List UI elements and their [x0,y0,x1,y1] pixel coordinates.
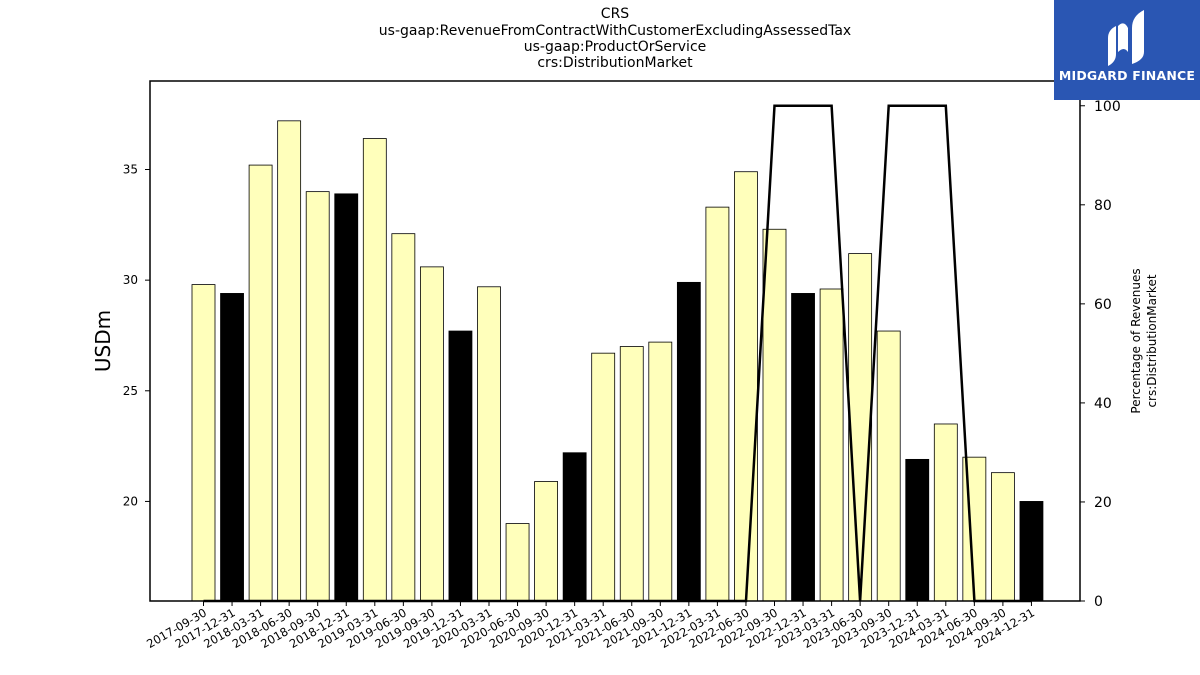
bar-2018-12-31 [334,193,359,602]
bar-2022-03-31 [705,206,730,602]
bar-2020-03-31 [477,286,501,602]
bar-2020-12-31 [562,452,587,602]
bar-2018-09-30 [305,191,330,602]
bar-2021-03-31 [591,352,616,602]
bar-2018-06-30 [277,120,302,602]
y-tick-label-35: 35 [123,163,138,177]
bar-2021-09-30 [648,341,673,602]
chart-title-line-3: us-gaap:ProductOrService [523,39,707,55]
bar-2019-06-30 [391,233,416,602]
bar-2021-12-31 [676,281,701,602]
chart-title-line-4: crs:DistributionMarket [537,55,693,71]
bar-2019-12-31 [448,330,473,602]
bar-2020-09-30 [534,481,558,602]
y-axis: 20 25 30 35 [123,163,150,508]
bar-2020-06-30 [505,523,530,602]
bar-2023-03-31 [819,288,844,602]
bars-layer [191,120,1044,602]
chart-title-line-1: CRS [600,6,630,22]
bar-2024-12-31 [1019,501,1044,602]
y-axis-label: USDm [91,310,115,372]
y2-axis: 0 20 40 60 80 100 [1080,99,1121,610]
chart-title-line-2: us-gaap:RevenueFromContractWithCustomerE… [378,23,852,39]
y2-axis-label-line-1: Percentage of Revenues [1129,268,1143,413]
bar-2023-06-30 [848,253,873,602]
bar-2022-09-30 [762,228,787,602]
bar-2023-12-31 [905,458,930,602]
x-axis: 2017-09-302017-12-312018-03-312018-06-30… [144,601,1037,651]
brand-logo: MIDGARD FINANCE [1054,0,1200,100]
y2-axis-label-line-2: crs:DistributionMarket [1145,274,1159,407]
bar-2017-12-31 [220,293,244,602]
y2-tick-label-100: 100 [1094,99,1121,115]
y-tick-label-20: 20 [123,494,138,508]
y2-tick-label-20: 20 [1094,495,1112,511]
bar-2019-03-31 [362,138,387,602]
y2-tick-label-0: 0 [1094,594,1103,610]
bar-2018-03-31 [248,164,273,602]
bar-2024-03-31 [933,423,958,602]
bar-2019-09-30 [419,266,444,602]
plot-frame [149,80,1081,602]
y2-tick-label-80: 80 [1094,198,1112,214]
bar-2022-06-30 [734,171,758,602]
bar-2017-09-30 [191,284,216,602]
bar-2024-09-30 [991,472,1015,602]
bar-2023-09-30 [876,330,901,602]
y2-tick-label-60: 60 [1094,297,1112,313]
bar-2022-12-31 [791,293,815,602]
logo-mark-icon [1108,10,1144,66]
y-tick-label-30: 30 [123,273,138,287]
bar-2021-06-30 [619,346,644,602]
logo-text: MIDGARD FINANCE [1058,68,1196,83]
y-tick-label-25: 25 [123,384,138,398]
y2-tick-label-40: 40 [1094,396,1112,412]
